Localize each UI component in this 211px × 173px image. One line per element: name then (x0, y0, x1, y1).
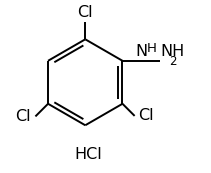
Text: Cl: Cl (138, 108, 154, 123)
Text: HCl: HCl (75, 147, 103, 162)
Text: Cl: Cl (16, 109, 31, 124)
Text: H: H (147, 42, 157, 55)
Text: NH: NH (160, 44, 184, 59)
Text: N: N (136, 44, 148, 59)
Text: 2: 2 (169, 55, 177, 68)
Text: Cl: Cl (77, 5, 93, 20)
